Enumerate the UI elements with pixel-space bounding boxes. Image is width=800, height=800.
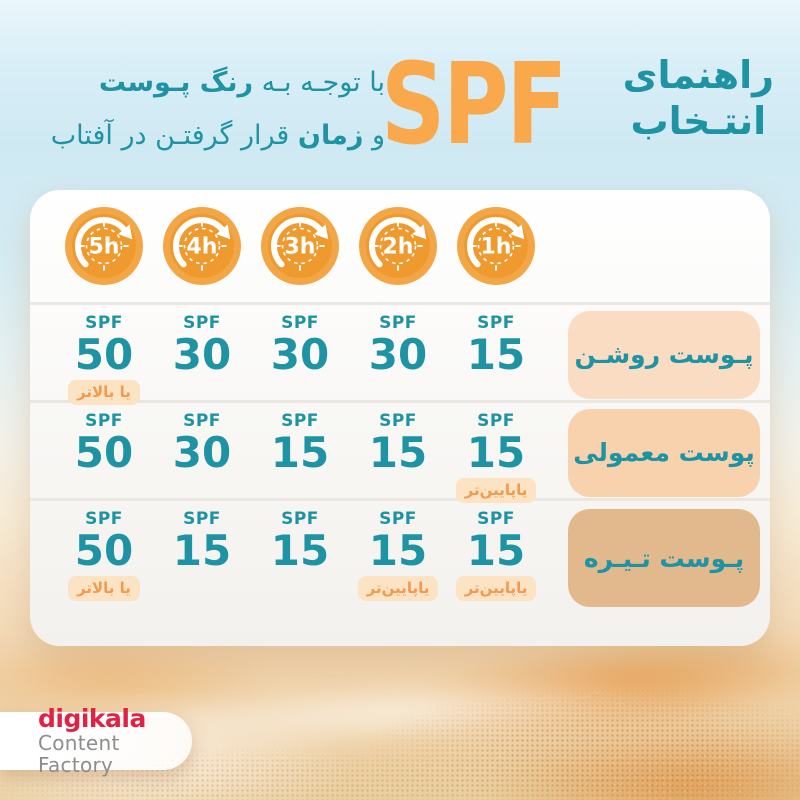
spf-cell: SPF 15 یاپایین‌تر <box>349 501 447 601</box>
table-row-light-skin: SPF 50 یا بالاتر SPF 30 SPF 30 SPF 30 SP… <box>30 305 770 405</box>
spf-label: SPF <box>477 411 515 431</box>
skin-type-cell: پـوست روشـن <box>568 305 760 405</box>
table-row-normal-skin: SPF 50 SPF 30 SPF 15 SPF 15 SPF 15 یاپای… <box>30 403 770 503</box>
subtitle-line2: و زمان قرار گرفتـن در آفتاب <box>32 109 385 162</box>
duration-header-row: 5h 4h <box>30 190 770 302</box>
spf-cell: SPF 30 <box>153 403 251 475</box>
spf-label: SPF <box>281 509 319 529</box>
spf-label: SPF <box>183 313 221 333</box>
spf-cell: SPF 30 <box>251 305 349 377</box>
page-title-line2: انتـخاب <box>630 99 767 144</box>
duration-4h: 4h <box>153 206 251 286</box>
digikala-logo-badge: digikala Content Factory <box>0 706 192 776</box>
page-title: راهنمای انتـخاب <box>623 52 774 145</box>
spf-label: SPF <box>85 313 123 333</box>
skin-type-cell: پوست معمولی <box>568 403 760 503</box>
spf-value: 15 <box>368 526 428 575</box>
svg-text:5h: 5h <box>89 235 120 260</box>
subtitle-line1: با توجـه بـه رنگ پـوست <box>32 56 385 109</box>
spf-value: 50 <box>74 526 134 575</box>
spf-cell: SPF 15 یاپایین‌تر <box>447 403 545 503</box>
note-badge: یاپایین‌تر <box>455 477 537 503</box>
subtitle-bold-text: زمان <box>297 120 364 151</box>
spf-label: SPF <box>379 313 417 333</box>
spf-value: 50 <box>74 330 134 379</box>
svg-text:2h: 2h <box>383 235 414 260</box>
digikala-wordmark: digikala <box>38 704 146 733</box>
note-badge: یاپایین‌تر <box>455 575 537 601</box>
spf-value: 15 <box>466 330 526 379</box>
spf-value: 30 <box>270 330 330 379</box>
spf-value: 15 <box>368 428 428 477</box>
spf-label: SPF <box>281 411 319 431</box>
skin-type-badge-light: پـوست روشـن <box>568 310 760 399</box>
spf-value: 30 <box>172 330 232 379</box>
spf-label: SPF <box>85 509 123 529</box>
spf-cell: SPF 50 <box>55 403 153 475</box>
spf-label: SPF <box>379 509 417 529</box>
spf-cell: SPF 50 یا بالاتر <box>55 501 153 601</box>
spf-label: SPF <box>183 509 221 529</box>
duration-3h: 3h <box>251 206 349 286</box>
svg-text:1h: 1h <box>481 235 512 260</box>
spf-value: 15 <box>466 526 526 575</box>
spf-label: SPF <box>477 509 515 529</box>
spf-cell: SPF 15 <box>251 403 349 475</box>
clock-1h-icon: 1h <box>457 207 535 285</box>
spf-label: SPF <box>281 313 319 333</box>
spf-value: 15 <box>466 428 526 477</box>
page-title-line1: راهنمای <box>622 53 774 97</box>
row-separator <box>30 498 770 501</box>
subtitle-text: قرار گرفتـن در آفتاب <box>50 120 298 151</box>
header-subtitle: با توجـه بـه رنگ پـوست و زمان قرار گرفتـ… <box>32 56 385 162</box>
spf-cell: SPF 15 یاپایین‌تر <box>447 501 545 601</box>
duration-5h: 5h <box>55 206 153 286</box>
clock-3h-icon: 3h <box>261 207 339 285</box>
content-factory-label: Content Factory <box>38 731 120 777</box>
subtitle-bold-text: رنگ پـوست <box>98 67 254 98</box>
sand-grain-texture <box>370 688 800 800</box>
spf-label: SPF <box>85 411 123 431</box>
spf-cell: SPF 15 <box>349 403 447 475</box>
skin-type-badge-normal: پوست معمولی <box>568 408 760 497</box>
spf-value: 15 <box>270 526 330 575</box>
duration-2h: 2h <box>349 206 447 286</box>
subtitle-text: با توجـه بـه <box>253 67 385 98</box>
spf-cell: SPF 15 <box>447 305 545 377</box>
row-separator <box>30 302 770 305</box>
spf-cell: SPF 15 <box>251 501 349 573</box>
spf-value: 30 <box>368 330 428 379</box>
spf-value: 50 <box>74 428 134 477</box>
clock-2h-icon: 2h <box>359 207 437 285</box>
spf-label: SPF <box>477 313 515 333</box>
table-row-dark-skin: SPF 50 یا بالاتر SPF 15 SPF 15 SPF 15 یا… <box>30 501 770 615</box>
note-badge: یا بالاتر <box>68 379 140 405</box>
spf-label: SPF <box>379 411 417 431</box>
clock-5h-icon: 5h <box>65 207 143 285</box>
svg-text:3h: 3h <box>285 235 316 260</box>
spf-cell: SPF 15 <box>153 501 251 573</box>
spf-table-card: 5h 4h <box>30 190 770 646</box>
spf-cell: SPF 30 <box>349 305 447 377</box>
svg-text:4h: 4h <box>187 235 218 260</box>
skin-type-cell: پـوست تـیـره <box>568 501 760 615</box>
spf-value: 30 <box>172 428 232 477</box>
spf-cell: SPF 50 یا بالاتر <box>55 305 153 405</box>
skin-type-badge-dark: پـوست تـیـره <box>568 509 760 607</box>
clock-4h-icon: 4h <box>163 207 241 285</box>
note-badge: یا بالاتر <box>68 575 140 601</box>
spf-value: 15 <box>172 526 232 575</box>
spf-wordmark: SPF <box>380 40 568 170</box>
spf-value: 15 <box>270 428 330 477</box>
row-separator <box>30 400 770 403</box>
duration-1h: 1h <box>447 206 545 286</box>
spf-cell: SPF 30 <box>153 305 251 377</box>
spf-label: SPF <box>183 411 221 431</box>
note-badge: یاپایین‌تر <box>357 575 439 601</box>
subtitle-text: و <box>363 120 385 151</box>
